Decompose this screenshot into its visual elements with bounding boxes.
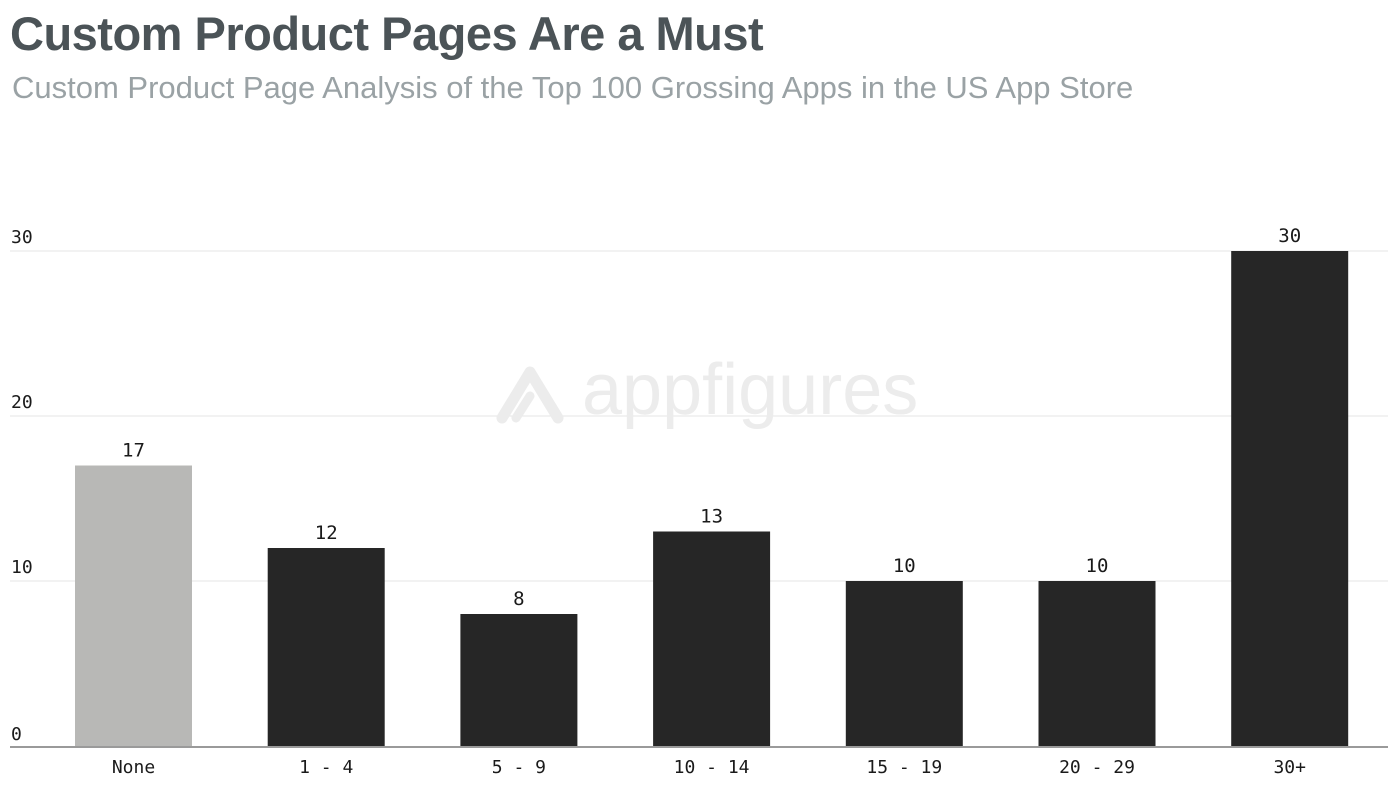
x-axis-ticks: None 1 - 4 5 - 9 10 - 14 15 - 19 20 - 29 30+ xyxy=(112,757,1306,778)
x-tick-label-2: 5 - 9 xyxy=(492,757,546,778)
x-tick-label-4: 15 - 19 xyxy=(866,757,942,778)
y-tick-label-20: 20 xyxy=(11,392,33,413)
bars xyxy=(75,251,1349,746)
x-tick-label-0: None xyxy=(112,757,155,778)
y-tick-label-0: 0 xyxy=(11,724,22,745)
data-label-2: 8 xyxy=(513,588,524,610)
x-tick-label-1: 1 - 4 xyxy=(299,757,353,778)
bar-1 xyxy=(267,548,385,746)
y-tick-label-10: 10 xyxy=(11,557,33,578)
data-label-5: 10 xyxy=(1086,555,1109,577)
chart-title: Custom Product Pages Are a Must xyxy=(10,7,764,60)
y-axis-ticks: 0 10 20 30 xyxy=(11,227,33,745)
x-tick-label-3: 10 - 14 xyxy=(674,757,750,778)
bar-4 xyxy=(845,581,963,746)
bar-5 xyxy=(1038,581,1156,746)
bar-6 xyxy=(1231,251,1349,746)
data-label-3: 13 xyxy=(700,506,723,528)
x-tick-label-5: 20 - 29 xyxy=(1059,757,1135,778)
watermark: appfigures xyxy=(496,350,918,430)
appfigures-logo-icon xyxy=(496,366,564,424)
data-label-6: 30 xyxy=(1278,225,1301,247)
watermark-text: appfigures xyxy=(582,350,918,430)
x-tick-label-6: 30+ xyxy=(1273,757,1306,778)
data-label-4: 10 xyxy=(893,555,916,577)
y-tick-label-30: 30 xyxy=(11,227,33,248)
data-labels: 17 12 8 13 10 10 30 xyxy=(122,225,1301,610)
bar-3 xyxy=(653,531,771,746)
bar-0 xyxy=(75,465,192,746)
chart-subtitle: Custom Product Page Analysis of the Top … xyxy=(12,70,1134,105)
bar-2 xyxy=(460,614,578,746)
data-label-0: 17 xyxy=(122,440,145,462)
data-label-1: 12 xyxy=(315,522,338,544)
